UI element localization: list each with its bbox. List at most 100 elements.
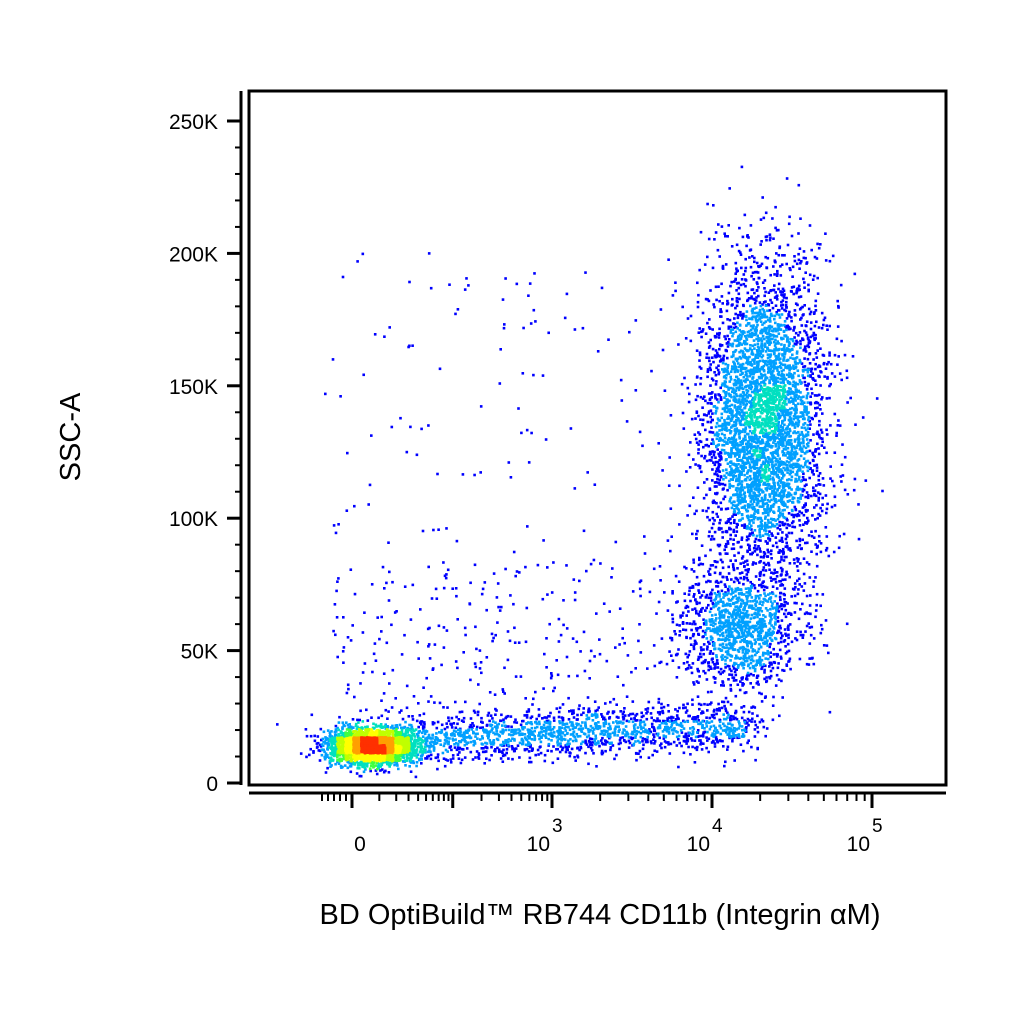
event-dot	[700, 748, 704, 751]
event-dot	[618, 747, 621, 751]
event-dot	[706, 703, 709, 706]
event-dot	[455, 539, 459, 543]
event-dot	[697, 331, 701, 334]
event-dot	[678, 706, 681, 710]
event-dot	[687, 745, 690, 749]
event-dot	[682, 719, 685, 723]
event-dot	[713, 238, 716, 241]
event-dot	[309, 734, 313, 738]
event-dot	[814, 529, 817, 533]
event-dot	[463, 288, 467, 291]
event-dot	[744, 284, 747, 288]
event-dot	[323, 757, 327, 761]
event-dot	[671, 613, 674, 617]
event-dot	[717, 424, 721, 428]
event-dot	[745, 538, 749, 542]
event-dot	[797, 430, 800, 434]
event-dot	[771, 585, 775, 588]
event-dot	[606, 730, 609, 733]
event-dot	[718, 612, 722, 615]
event-dot	[753, 270, 757, 274]
event-dot	[634, 736, 637, 739]
event-dot	[458, 734, 461, 737]
event-dot	[710, 701, 713, 704]
event-dot	[464, 736, 468, 739]
event-dot	[592, 713, 596, 717]
event-dot	[802, 395, 805, 399]
event-dot	[507, 461, 511, 464]
event-dot	[567, 696, 570, 700]
event-dot	[383, 335, 386, 338]
event-dot	[483, 581, 487, 584]
event-dot	[553, 686, 556, 690]
event-dot	[739, 253, 743, 256]
event-dot	[726, 401, 729, 404]
event-dot	[766, 649, 769, 653]
event-dot	[837, 306, 840, 309]
event-dot	[805, 413, 809, 416]
event-dot	[367, 503, 370, 506]
event-dot	[458, 710, 462, 714]
event-dot	[806, 374, 810, 378]
event-dot	[794, 492, 797, 496]
event-dot	[763, 313, 767, 317]
event-dot	[514, 718, 517, 721]
event-dot	[538, 732, 541, 736]
event-dot	[799, 608, 802, 611]
event-dot	[604, 743, 607, 746]
event-dot	[783, 639, 787, 642]
event-dot	[482, 747, 485, 750]
event-dot	[771, 592, 775, 596]
event-dot	[695, 629, 699, 632]
event-dot	[808, 461, 812, 465]
event-dot	[756, 509, 760, 512]
event-dot	[723, 335, 726, 338]
event-dot	[831, 254, 835, 258]
event-dot	[777, 282, 781, 286]
event-dot	[802, 589, 806, 592]
event-dot	[751, 648, 755, 651]
event-dot	[625, 420, 629, 423]
event-dot	[842, 532, 846, 536]
event-dot	[751, 705, 755, 708]
event-dot	[422, 712, 426, 716]
event-dot	[783, 522, 787, 526]
event-dot	[795, 488, 798, 491]
event-dot	[716, 585, 720, 588]
event-dot	[770, 314, 774, 318]
event-dot	[750, 720, 753, 723]
event-dot	[724, 263, 728, 266]
event-dot	[424, 757, 427, 760]
event-dot	[697, 293, 700, 297]
event-dot	[464, 700, 467, 704]
event-dot	[775, 609, 778, 613]
event-dot	[777, 506, 781, 509]
event-dot	[718, 719, 722, 722]
event-dot	[593, 655, 596, 658]
event-dot	[432, 745, 435, 748]
event-dot	[803, 406, 807, 409]
event-dot	[649, 730, 653, 734]
event-dot	[790, 234, 794, 238]
event-dot	[334, 633, 337, 637]
event-dot	[734, 381, 737, 385]
event-dot	[774, 327, 777, 331]
event-dot	[694, 746, 697, 750]
event-dot	[742, 304, 745, 308]
event-dot	[733, 378, 737, 382]
event-dot	[805, 407, 808, 411]
event-dot	[786, 500, 790, 503]
event-dot	[757, 286, 760, 289]
event-dot	[496, 732, 499, 736]
event-dot	[719, 398, 723, 401]
event-dot	[556, 743, 560, 747]
event-dot	[708, 727, 712, 731]
event-dot	[562, 623, 565, 627]
event-dot	[761, 654, 765, 657]
event-dot	[689, 643, 693, 646]
event-dot	[778, 325, 781, 328]
event-dot	[843, 353, 847, 357]
event-dot	[781, 583, 785, 587]
event-dot	[769, 312, 773, 316]
event-dot	[669, 726, 673, 729]
